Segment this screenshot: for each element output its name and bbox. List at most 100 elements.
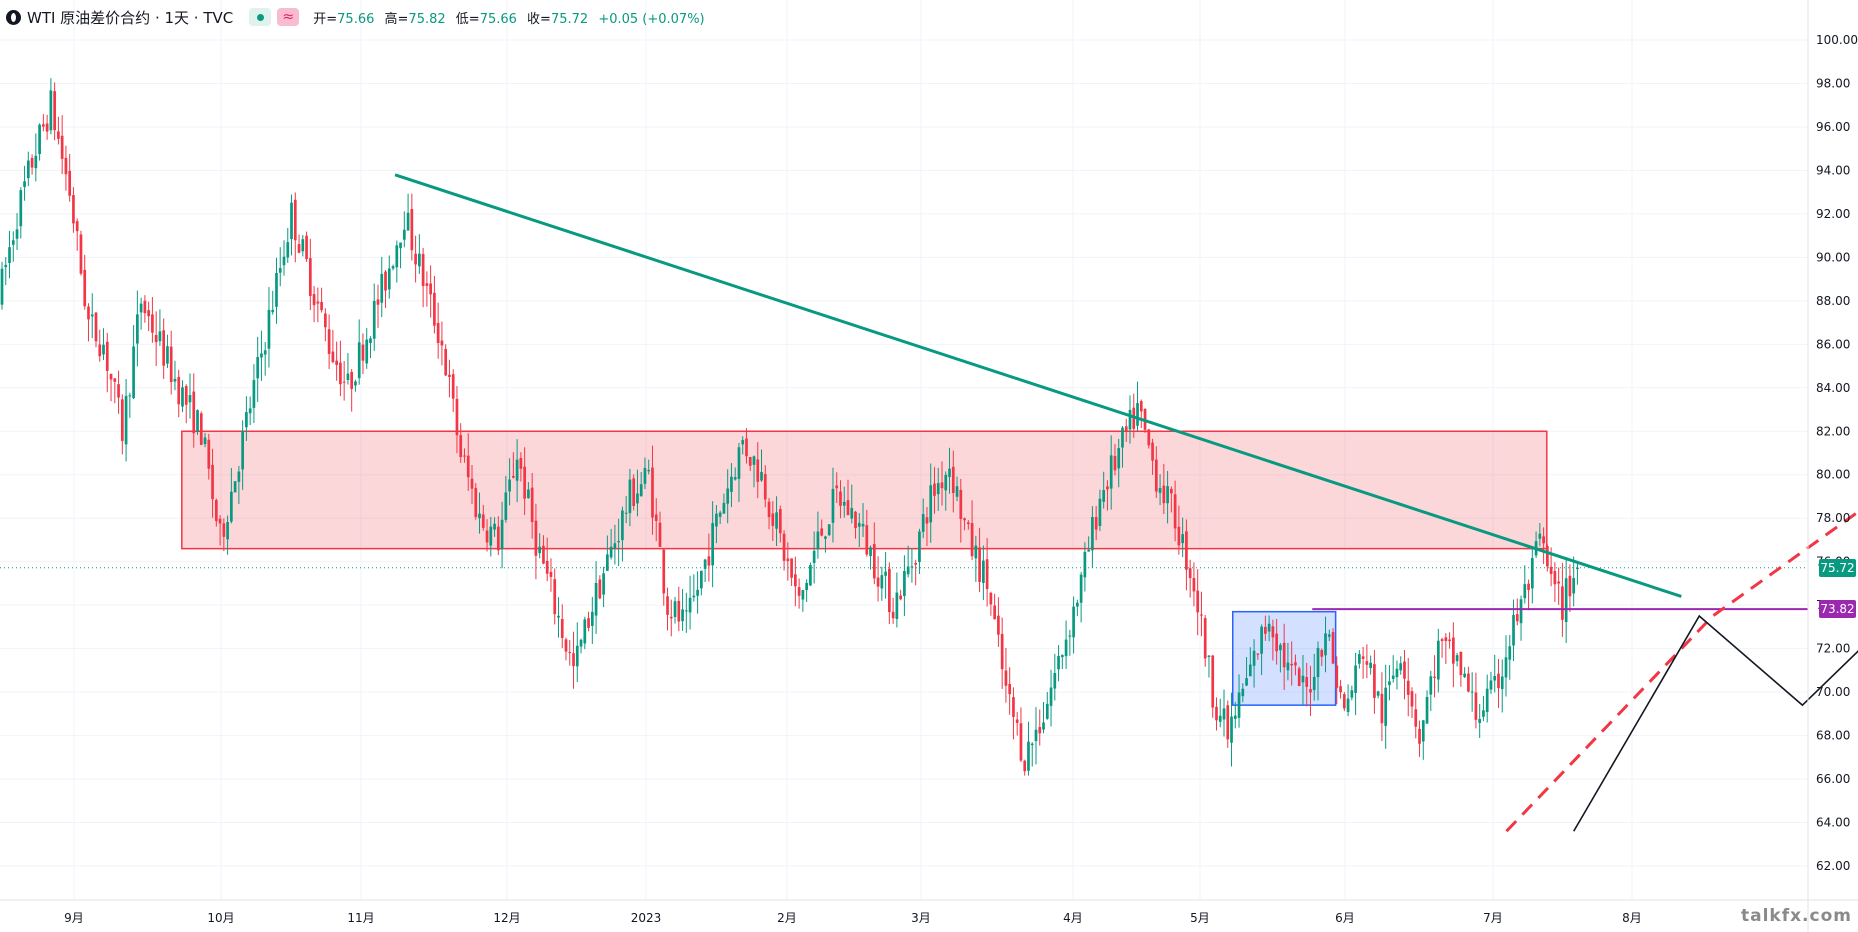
candle-body xyxy=(542,545,545,564)
open-label: 开= xyxy=(313,11,338,27)
change-value: +0.05 (+0.07%) xyxy=(598,11,705,27)
candle-body xyxy=(1376,691,1380,696)
watermark-text: talkfx.com xyxy=(1740,906,1852,926)
candle-down xyxy=(1177,505,1181,555)
candle-down xyxy=(1004,647,1008,703)
candle-up xyxy=(1523,565,1527,604)
candle-body xyxy=(120,399,124,441)
candle-body xyxy=(613,543,617,549)
candle-down xyxy=(1226,700,1230,748)
market-status-icon[interactable] xyxy=(249,8,272,26)
candle-up xyxy=(575,622,579,682)
candle-body xyxy=(985,559,989,590)
candle-body xyxy=(162,330,166,366)
candle-down xyxy=(1113,444,1117,476)
candle-up xyxy=(1316,641,1320,701)
candle-body xyxy=(75,221,79,232)
candle-body xyxy=(951,466,955,494)
candle-down xyxy=(872,522,876,585)
candle-body xyxy=(1297,668,1301,686)
candle-down xyxy=(496,516,500,556)
candle-body xyxy=(651,467,654,518)
candle-body xyxy=(1500,676,1504,690)
candle-up xyxy=(1068,629,1072,656)
wave-icon[interactable]: ≈ xyxy=(277,8,300,26)
candle-down xyxy=(1380,672,1384,742)
candle-up xyxy=(395,240,399,283)
candle-body xyxy=(512,476,515,478)
candle-down xyxy=(654,498,658,542)
candle-body xyxy=(700,570,703,589)
candle-down xyxy=(1561,562,1564,637)
candle-body xyxy=(1331,632,1335,664)
low-label: 低= xyxy=(455,11,480,27)
candle-down xyxy=(835,472,839,504)
candle-body xyxy=(1049,687,1053,706)
candle-body xyxy=(290,202,293,240)
candle-down xyxy=(1467,666,1470,693)
y-tick-label: 68.00 xyxy=(1816,729,1850,743)
candle-down xyxy=(748,456,752,472)
symbol-title[interactable]: WTI 原油差价合约 · 1天 · TVC xyxy=(27,8,234,27)
candle-body xyxy=(527,489,530,499)
candle-up xyxy=(233,481,237,493)
candle-up xyxy=(128,392,132,418)
candle-body xyxy=(327,329,331,354)
candle-down xyxy=(218,515,222,546)
candle-down xyxy=(1012,687,1015,740)
candle-body xyxy=(1008,683,1012,695)
candle-up xyxy=(241,420,244,490)
candle-body xyxy=(624,512,628,514)
candle-up xyxy=(1429,670,1433,712)
descending-trendline xyxy=(394,173,1682,598)
candle-body xyxy=(1233,715,1237,719)
candle-down xyxy=(1365,644,1369,679)
candle-up xyxy=(508,458,511,506)
candle-body xyxy=(820,528,824,536)
x-tick-label: 2023 xyxy=(631,911,662,925)
candle-body xyxy=(402,229,406,240)
candle-up xyxy=(1286,642,1290,681)
candle-body xyxy=(429,283,432,295)
candle-body xyxy=(643,467,647,484)
candle-body xyxy=(1421,720,1425,742)
candle-up xyxy=(1076,599,1079,617)
candle-body xyxy=(151,314,154,333)
candle-body xyxy=(1113,455,1117,471)
candle-down xyxy=(87,303,90,342)
candle-down xyxy=(1406,657,1410,717)
candle-down xyxy=(1542,527,1545,565)
candle-up xyxy=(1346,684,1350,717)
candle-body xyxy=(8,247,11,263)
candle-down xyxy=(57,116,60,145)
candle-body xyxy=(297,244,301,253)
candle-up xyxy=(831,467,835,543)
candle-down xyxy=(1414,693,1418,739)
time-axis: 9月 10月 11月 12月 2023 2月 3月 4月 5月 6月 7月 8月 xyxy=(0,899,1858,925)
candle-body xyxy=(1102,490,1106,502)
candle-body xyxy=(1549,566,1553,575)
candle-body xyxy=(568,652,572,654)
candle-body xyxy=(666,596,669,615)
candle-body xyxy=(1395,668,1399,678)
level-price-tag: 73.82 xyxy=(1819,600,1856,619)
candle-body xyxy=(282,256,286,266)
candle-body xyxy=(669,616,673,619)
candle-down xyxy=(989,591,993,616)
candle-body xyxy=(797,587,801,596)
candle-down xyxy=(75,218,79,251)
candle-down xyxy=(530,473,534,539)
candle-body xyxy=(771,513,775,526)
candle-down xyxy=(542,535,545,565)
candle-body xyxy=(267,309,271,349)
candle-up xyxy=(1057,645,1060,682)
candle-body xyxy=(1030,743,1034,746)
y-tick-label: 78.00 xyxy=(1816,511,1850,525)
candle-body xyxy=(361,344,365,361)
candle-down xyxy=(463,448,466,463)
candle-up xyxy=(1241,683,1245,703)
candle-down xyxy=(1094,505,1098,541)
candle-body xyxy=(692,595,696,598)
candle-up xyxy=(515,439,519,503)
